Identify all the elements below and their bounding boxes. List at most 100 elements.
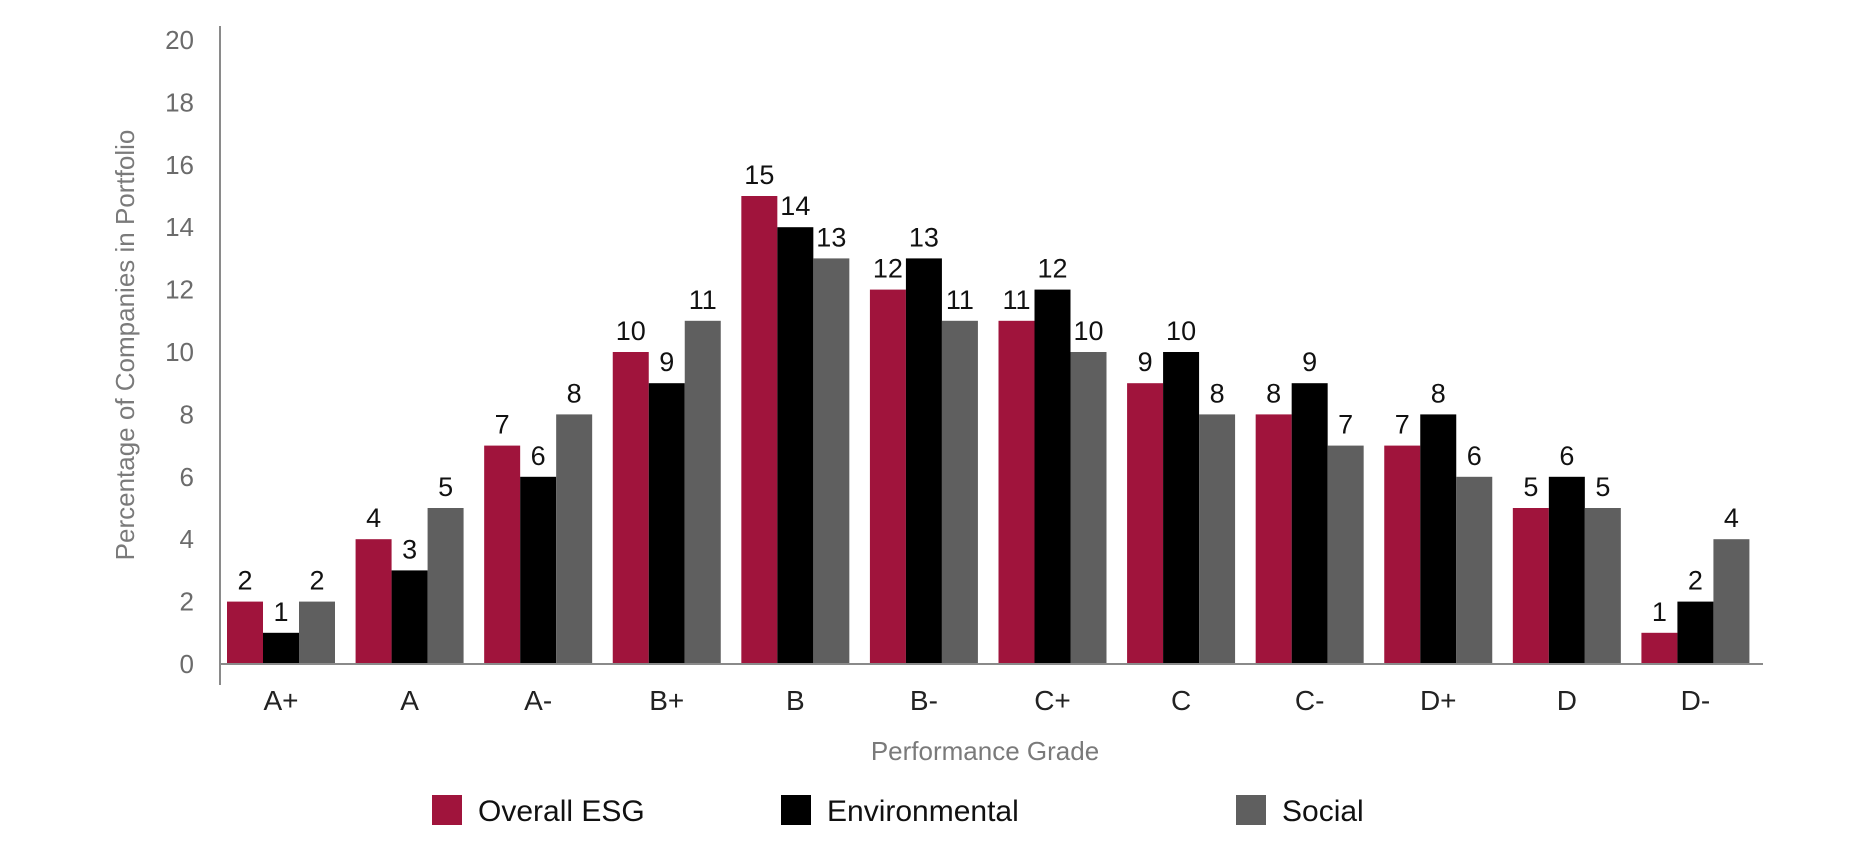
bar-overall-esg-D <box>1512 508 1549 664</box>
data-label: 13 <box>909 222 939 252</box>
bar-social-C+ <box>1070 352 1107 664</box>
bar-groups <box>227 196 1750 664</box>
x-category-label: C- <box>1295 685 1325 716</box>
bar-overall-esg-D- <box>1641 632 1678 664</box>
data-label: 4 <box>1724 503 1739 533</box>
data-label: 11 <box>946 285 974 315</box>
bar-environmental-C <box>1163 352 1200 664</box>
data-label: 7 <box>1338 410 1353 440</box>
bar-social-B+ <box>684 320 721 664</box>
data-label: 13 <box>816 222 846 252</box>
data-label: 8 <box>567 378 582 408</box>
bar-overall-esg-B+ <box>612 352 649 664</box>
bar-overall-esg-A+ <box>227 601 263 664</box>
legend-label: Overall ESG <box>478 795 645 828</box>
data-label: 9 <box>1138 347 1153 377</box>
bar-environmental-A <box>391 570 428 664</box>
data-label: 2 <box>309 566 324 596</box>
data-label: 6 <box>531 441 546 471</box>
bar-overall-esg-D+ <box>1384 445 1421 664</box>
bar-social-C <box>1199 414 1236 664</box>
data-label: 7 <box>495 410 510 440</box>
bar-social-A+ <box>299 601 335 664</box>
bar-environmental-B <box>777 227 814 664</box>
bar-social-B- <box>941 320 978 664</box>
bar-environmental-A+ <box>263 632 299 664</box>
bar-overall-esg-C- <box>1255 414 1292 664</box>
data-label: 11 <box>689 285 717 315</box>
y-tick-label: 2 <box>180 587 194 617</box>
y-tick-label: 6 <box>180 462 194 492</box>
bar-social-A- <box>556 414 593 664</box>
data-label: 10 <box>616 316 646 346</box>
legend-swatch <box>781 795 811 825</box>
data-label: 8 <box>1431 378 1446 408</box>
legend-swatch <box>1236 795 1266 825</box>
data-label: 9 <box>659 347 674 377</box>
bar-environmental-B+ <box>648 383 685 664</box>
x-category-label: D <box>1557 685 1577 716</box>
y-tick-label: 8 <box>180 399 194 429</box>
bar-environmental-D+ <box>1420 414 1457 664</box>
data-label: 10 <box>1073 316 1103 346</box>
x-category-label: B+ <box>649 685 684 716</box>
x-category-label: A- <box>524 685 552 716</box>
data-label: 8 <box>1266 378 1281 408</box>
legend-label: Environmental <box>827 795 1019 828</box>
bar-environmental-D <box>1548 476 1585 664</box>
y-tick-label: 4 <box>180 524 194 554</box>
data-label: 2 <box>1688 566 1703 596</box>
data-label: 9 <box>1302 347 1317 377</box>
bar-social-A <box>427 508 464 664</box>
y-tick-label: 18 <box>165 87 194 117</box>
y-tick-label: 14 <box>165 212 194 242</box>
bar-environmental-D- <box>1677 601 1714 664</box>
data-label: 3 <box>402 534 417 564</box>
bar-overall-esg-A <box>355 539 392 664</box>
data-label: 4 <box>366 503 381 533</box>
y-tick-label: 0 <box>180 649 194 679</box>
bar-environmental-C- <box>1291 383 1328 664</box>
bar-overall-esg-A- <box>484 445 521 664</box>
data-label: 7 <box>1395 410 1410 440</box>
x-category-label: C+ <box>1034 685 1071 716</box>
x-category-label: C <box>1171 685 1191 716</box>
bar-overall-esg-B- <box>869 289 906 664</box>
bar-social-D- <box>1713 539 1750 664</box>
legend-swatch <box>432 795 462 825</box>
bar-environmental-B- <box>905 258 942 664</box>
bar-social-D <box>1584 508 1621 664</box>
legend-label: Social <box>1282 795 1364 828</box>
bar-overall-esg-B <box>741 196 778 664</box>
data-label: 14 <box>780 191 810 221</box>
x-category-label: D+ <box>1420 685 1457 716</box>
data-label: 15 <box>744 160 774 190</box>
data-label: 1 <box>1652 597 1667 627</box>
legend-item-environmental: Environmental <box>781 795 1019 828</box>
data-label: 8 <box>1210 378 1225 408</box>
bar-social-B <box>813 258 850 664</box>
x-axis-category-labels: A+ A A- B+ B B- C+ C C- D+ D D- <box>263 685 1710 716</box>
data-label: 5 <box>438 472 453 502</box>
bar-social-D+ <box>1456 476 1493 664</box>
y-axis-title: Percentage of Companies in Portfolio <box>110 130 140 561</box>
legend-item-overall-esg: Overall ESG <box>432 795 645 828</box>
y-tick-label: 10 <box>165 337 194 367</box>
data-label: 6 <box>1467 441 1482 471</box>
data-label: 5 <box>1595 472 1610 502</box>
bar-overall-esg-C+ <box>998 320 1035 664</box>
x-category-label: A <box>400 685 419 716</box>
bar-environmental-A- <box>520 476 557 664</box>
data-label: 12 <box>873 254 903 284</box>
data-label: 11 <box>1002 285 1030 315</box>
x-category-label: D- <box>1681 685 1711 716</box>
data-label: 5 <box>1523 472 1538 502</box>
y-tick-label: 12 <box>165 275 194 305</box>
y-tick-label: 16 <box>165 150 194 180</box>
x-category-label: B <box>786 685 805 716</box>
x-category-label: A+ <box>263 685 298 716</box>
data-label: 6 <box>1559 441 1574 471</box>
y-tick-label: 20 <box>165 25 194 55</box>
